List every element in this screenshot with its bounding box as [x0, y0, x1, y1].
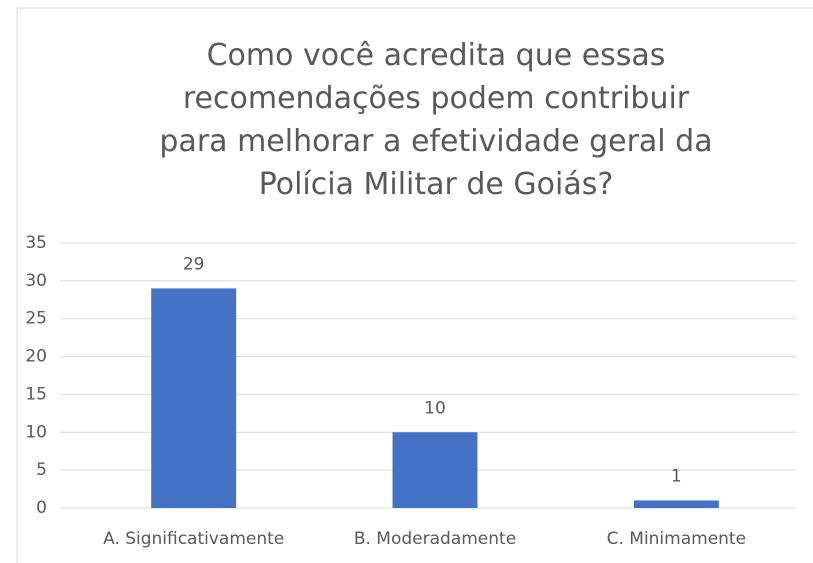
x-tick-label: B. Moderadamente — [354, 529, 516, 549]
y-tick-label: 0 — [36, 498, 47, 518]
data-label: 1 — [671, 466, 682, 486]
chart-title: Como você acredita que essas recomendaçõ… — [159, 38, 713, 202]
y-tick-label: 5 — [36, 460, 47, 480]
y-tick-label: 10 — [25, 422, 47, 442]
x-tick-label: A. Significativamente — [103, 529, 284, 549]
bar — [633, 500, 719, 508]
bar — [392, 432, 478, 508]
y-tick-label: 15 — [25, 384, 47, 404]
x-tick-label: C. Minimamente — [607, 529, 746, 549]
y-tick-label: 35 — [25, 233, 47, 253]
data-label: 29 — [183, 254, 205, 274]
y-tick-label: 30 — [25, 271, 47, 291]
y-tick-label: 25 — [25, 309, 47, 329]
bar — [151, 288, 237, 508]
y-tick-label: 20 — [25, 347, 47, 367]
data-label: 10 — [424, 398, 446, 418]
